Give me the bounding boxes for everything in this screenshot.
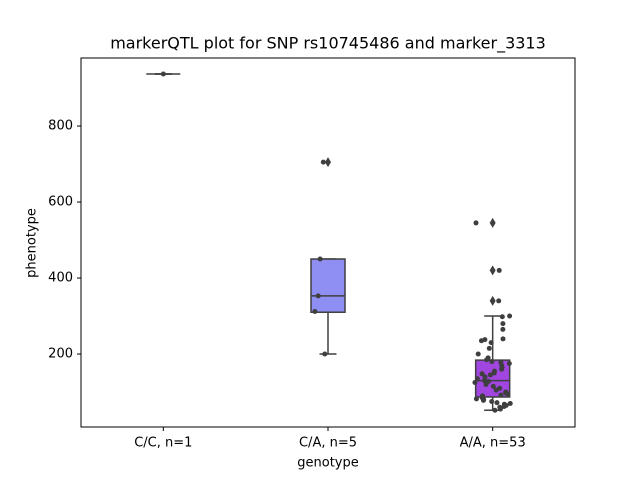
y-tick-label: 400 (48, 271, 73, 286)
strip-point (506, 361, 512, 367)
strip-point (494, 400, 500, 406)
strip-point (483, 381, 489, 387)
strip-point (482, 374, 488, 380)
strip-point (481, 378, 487, 384)
y-tick-label: 800 (48, 119, 73, 134)
strip-point (474, 376, 480, 382)
strip-point (507, 313, 513, 319)
strip-point (490, 383, 496, 389)
strip-point (496, 298, 502, 304)
strip-point (315, 293, 321, 299)
strip-point (488, 340, 494, 346)
strip-point (473, 220, 479, 226)
strip-point (320, 159, 326, 165)
strip-point (480, 397, 486, 403)
strip-point (160, 71, 166, 77)
strip-point (487, 372, 493, 378)
strip-point (491, 370, 497, 376)
strip-point (501, 403, 507, 409)
strip-point (497, 406, 503, 412)
strip-point (499, 366, 505, 372)
y-tick-label: 600 (48, 195, 73, 210)
strip-point (489, 399, 495, 405)
strip-point (484, 357, 490, 363)
strip-point (492, 407, 498, 413)
strip-point (317, 256, 323, 262)
chart-title: markerQTL plot for SNP rs10745486 and ma… (110, 34, 546, 54)
strip-point (498, 392, 504, 398)
strip-point (493, 387, 499, 393)
strip-point (507, 400, 513, 406)
strip-point (322, 351, 328, 357)
outlier (489, 295, 496, 306)
outlier (489, 217, 496, 228)
x-tick-label: C/A, n=5 (299, 436, 357, 451)
strip-point (500, 321, 506, 327)
strip-point (475, 351, 481, 357)
strip-point (472, 380, 478, 386)
x-tick-label: C/C, n=1 (134, 436, 192, 451)
strip-point (500, 326, 506, 332)
strip-point (486, 345, 492, 351)
strip-point (504, 391, 510, 397)
x-axis-label: genotype (297, 456, 358, 471)
box (310, 258, 346, 313)
y-axis-label: phenotype (25, 208, 40, 278)
plot-frame (80, 57, 576, 428)
strip-point (473, 396, 479, 402)
strip-point (496, 267, 502, 273)
y-tick-label: 200 (48, 347, 73, 362)
x-tick-label: A/A, n=53 (460, 436, 526, 451)
outlier (489, 265, 496, 276)
strip-point (500, 336, 506, 342)
outlier (325, 157, 331, 168)
strip-point (478, 338, 484, 344)
strip-point (489, 359, 495, 365)
strip-point (312, 308, 318, 314)
strip-point (499, 314, 505, 320)
